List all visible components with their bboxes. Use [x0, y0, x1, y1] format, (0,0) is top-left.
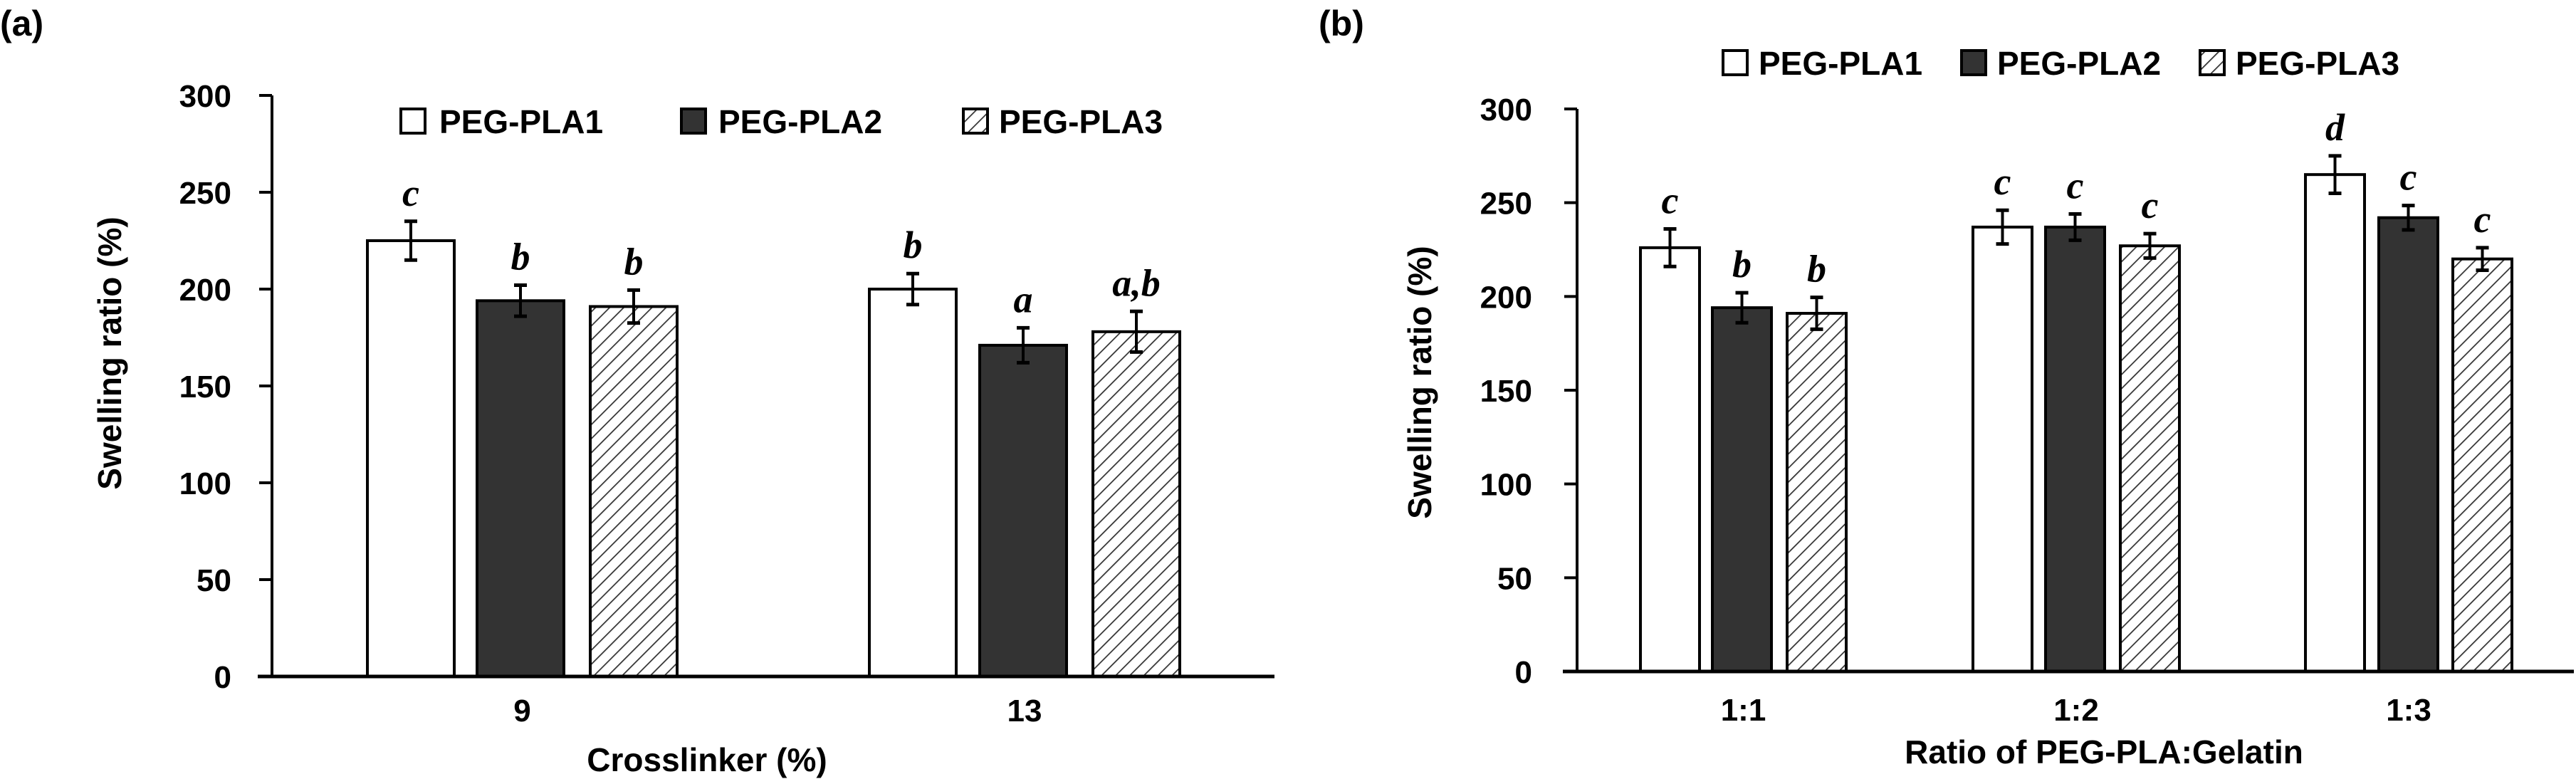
significance-letter: b	[511, 236, 530, 278]
legend-label: PEG-PLA1	[1759, 45, 1922, 82]
significance-letter: b	[1732, 243, 1752, 286]
bar-peg-pla2	[2377, 216, 2439, 673]
legend: PEG-PLA1 PEG-PLA2 PEG-PLA3	[399, 103, 1163, 140]
x-tick-label: 13	[1007, 694, 1042, 728]
legend-swatch	[1722, 49, 1749, 76]
significance-letter: c	[1662, 179, 1679, 222]
legend-label: PEG-PLA1	[439, 103, 603, 140]
y-tick-label: 0	[214, 660, 231, 695]
bar-peg-pla3	[589, 305, 679, 679]
y-tick-label: 300	[1480, 93, 1532, 127]
x-axis-title: Crosslinker (%)	[587, 741, 827, 778]
panel-a: (a) Swelling ratio (%) Crosslinker (%) 0…	[0, 4, 1274, 778]
bars: c b b c c c d c c	[1639, 106, 2513, 674]
legend-swatch	[399, 108, 426, 135]
bar-peg-pla2	[978, 343, 1068, 678]
bar-peg-pla1	[1972, 225, 2033, 673]
y-tick-label: 50	[1497, 561, 1532, 596]
legend-label: PEG-PLA2	[1997, 45, 2161, 82]
bar-peg-pla1	[1639, 246, 1701, 674]
x-tick-label: 1:3	[2386, 693, 2431, 728]
x-tick-label: 1:1	[1721, 693, 1766, 728]
y-tick-label: 0	[1515, 655, 1532, 690]
bars: c b b b a a,b	[366, 172, 1181, 679]
bar-peg-pla2	[476, 299, 565, 678]
legend-label: PEG-PLA2	[718, 103, 882, 140]
legend-label: PEG-PLA3	[2236, 45, 2399, 82]
y-axis: 0 50 100 150 200 250 300	[1480, 93, 1578, 690]
legend-swatch	[1960, 49, 1987, 76]
bar-peg-pla2	[2044, 225, 2106, 673]
significance-letter: b	[624, 240, 644, 283]
significance-letter: b	[904, 224, 923, 266]
y-tick-label: 150	[179, 370, 231, 404]
y-tick-label: 100	[179, 466, 231, 501]
y-tick-label: 300	[179, 79, 231, 114]
y-axis-title: Swelling ratio (%)	[91, 216, 128, 489]
legend-swatch	[962, 108, 989, 135]
bar-peg-pla3	[2119, 244, 2181, 673]
significance-letter: c	[2142, 184, 2159, 226]
y-tick-label: 200	[1480, 280, 1532, 315]
x-axis: 1:1 1:2 1:3	[1563, 669, 2574, 728]
y-tick-label: 250	[179, 176, 231, 211]
y-tick-label: 150	[1480, 374, 1532, 409]
legend-swatch	[680, 108, 707, 135]
panel-label: (b)	[1319, 4, 1364, 43]
y-tick-label: 50	[197, 563, 231, 598]
y-tick-label: 100	[1480, 468, 1532, 503]
x-axis-title: Ratio of PEG-PLA:Gelatin	[1905, 733, 2303, 770]
x-tick-label: 9	[513, 694, 530, 728]
legend-swatch	[2199, 49, 2226, 76]
significance-letter: c	[2400, 156, 2417, 199]
y-tick-label: 250	[1480, 187, 1532, 221]
panel-label: (a)	[0, 4, 43, 43]
significance-letter: b	[1807, 248, 1826, 291]
significance-letter: c	[2474, 198, 2491, 241]
legend-label: PEG-PLA3	[999, 103, 1163, 140]
bar-peg-pla1	[366, 239, 456, 678]
significance-letter: c	[2067, 164, 2084, 206]
bar-peg-pla1	[2304, 173, 2366, 673]
x-axis: 9 13	[258, 674, 1274, 728]
bar-peg-pla3	[1786, 312, 1848, 673]
significance-letter: c	[1994, 160, 2011, 203]
y-axis-title: Swelling ratio (%)	[1401, 246, 1438, 518]
x-tick-label: 1:2	[2053, 693, 2099, 728]
panel-b: (b) Swelling ratio (%) Ratio of PEG-PLA:…	[1319, 4, 2574, 770]
significance-letter: c	[402, 172, 419, 214]
significance-letter: a	[1014, 278, 1033, 320]
legend: PEG-PLA1 PEG-PLA2 PEG-PLA3	[1722, 45, 2399, 82]
y-axis: 0 50 100 150 200 250 300	[179, 79, 273, 695]
significance-letter: d	[2325, 106, 2345, 149]
bar-peg-pla3	[2451, 257, 2513, 673]
y-tick-label: 200	[179, 273, 231, 308]
bar-peg-pla2	[1711, 306, 1773, 673]
significance-letter: a,b	[1112, 261, 1161, 304]
bar-peg-pla3	[1091, 330, 1181, 678]
bar-peg-pla1	[868, 288, 958, 678]
